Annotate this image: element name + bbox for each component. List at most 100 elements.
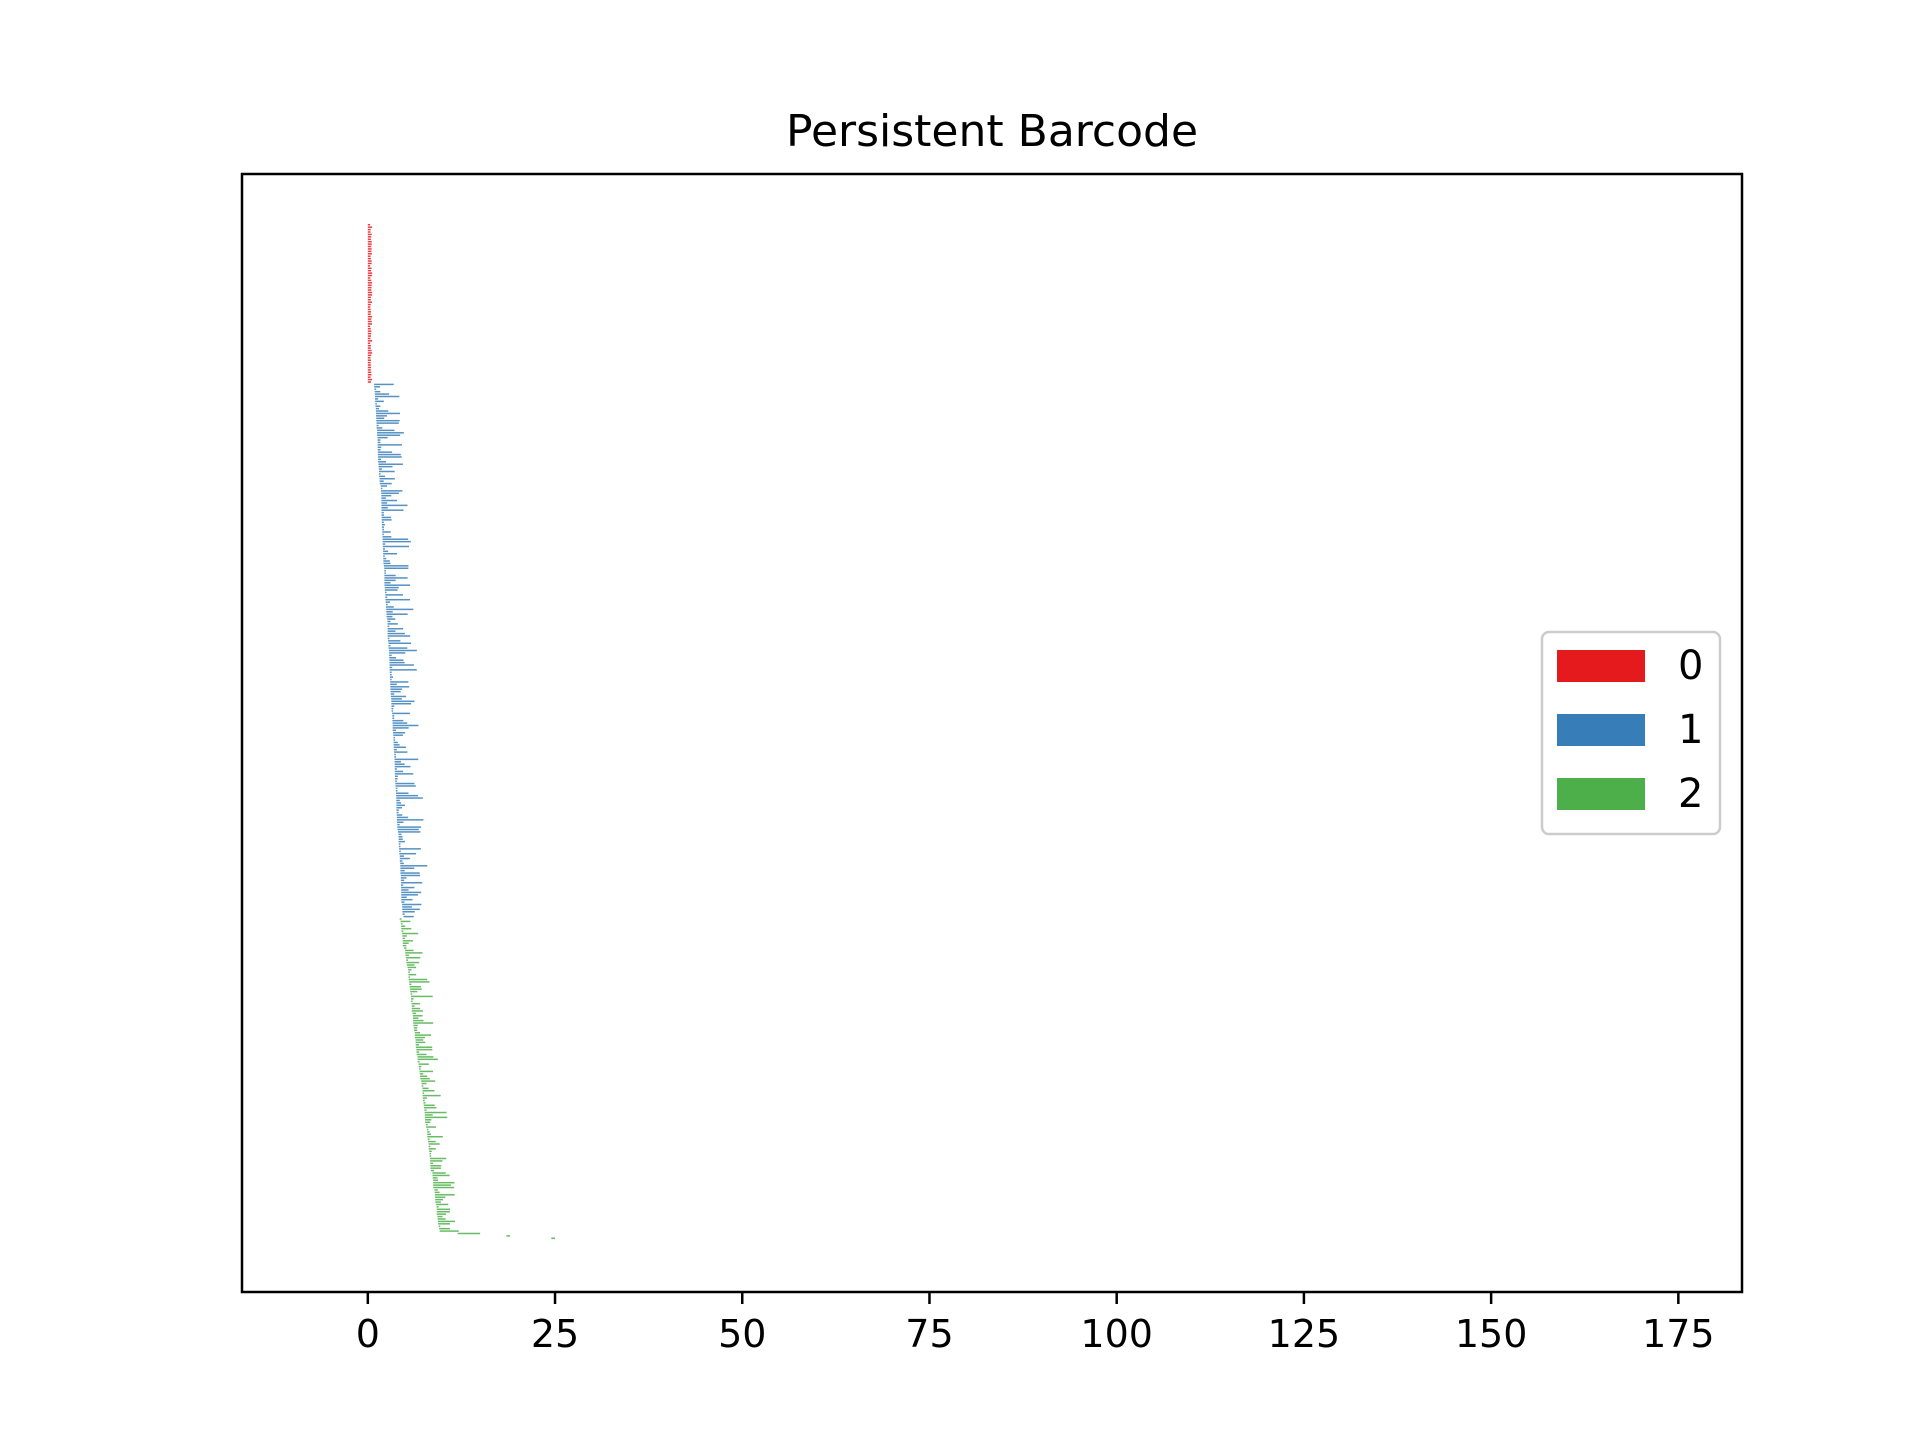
legend-swatch: [1557, 714, 1645, 746]
barcode-bar: [367, 279, 372, 282]
barcode-bar: [367, 274, 372, 277]
barcode-bar: [367, 243, 372, 245]
barcode-bar: [421, 1080, 436, 1082]
barcode-bar: [384, 579, 396, 582]
barcode-bar: [375, 407, 380, 410]
barcode-bar: [378, 456, 402, 458]
barcode-bar: [409, 986, 421, 988]
chart-title: Persistent Barcode: [786, 106, 1198, 157]
barcode-bar: [551, 1237, 556, 1240]
barcode-bar: [428, 1148, 436, 1150]
barcode-bar: [393, 734, 403, 736]
barcode-bar: [393, 736, 396, 739]
barcode-bar: [401, 930, 404, 932]
barcode-bar: [389, 661, 405, 664]
barcode-bar: [383, 550, 389, 553]
barcode-bar: [438, 1223, 450, 1225]
barcode-bar: [457, 1232, 481, 1235]
barcode-bar: [398, 843, 401, 845]
barcode-bar: [367, 267, 372, 270]
barcode-bar: [427, 1133, 432, 1136]
barcode-bar: [367, 306, 371, 308]
barcode-bar: [396, 806, 402, 809]
barcode-bar: [425, 1123, 428, 1126]
barcode-bar: [367, 381, 372, 383]
barcode-bar: [423, 1102, 426, 1104]
barcode-bar: [367, 233, 372, 236]
barcode-bar: [374, 393, 390, 395]
barcode-bar: [417, 1058, 438, 1061]
barcode-bar: [383, 548, 385, 550]
barcode-bar: [391, 700, 415, 703]
barcode-bar: [401, 898, 413, 901]
barcode-bars: [367, 224, 556, 1240]
barcode-bar: [378, 463, 403, 465]
barcode-bar: [388, 647, 408, 649]
barcode-bar: [389, 673, 392, 676]
barcode-bar: [394, 763, 405, 765]
barcode-bar: [385, 596, 388, 599]
barcode-bar: [392, 712, 410, 715]
barcode-bar: [384, 584, 411, 586]
barcode-bar: [422, 1097, 427, 1099]
barcode-bar: [367, 318, 372, 320]
barcode-bar: [386, 611, 393, 613]
barcode-bar: [400, 920, 411, 923]
barcode-bar: [413, 1029, 418, 1032]
barcode-bar: [417, 1060, 420, 1063]
barcode-bar: [436, 1203, 449, 1206]
barcode-bar: [392, 717, 395, 719]
barcode-bar: [395, 785, 416, 787]
barcode-bar: [400, 867, 415, 869]
barcode-bar: [381, 511, 384, 514]
barcode-bar: [391, 702, 412, 705]
barcode-bar: [377, 439, 381, 441]
x-tick-label: 175: [1642, 1312, 1715, 1356]
barcode-bar: [429, 1155, 432, 1157]
barcode-bar: [400, 869, 405, 872]
barcode-bar: [396, 804, 405, 807]
barcode-bar: [367, 371, 372, 374]
barcode-bar: [367, 238, 371, 241]
barcode-bar: [394, 761, 401, 763]
barcode-bar: [382, 545, 409, 548]
barcode-bar: [433, 1186, 455, 1189]
barcode-bar: [420, 1077, 430, 1080]
barcode-bar: [437, 1220, 455, 1223]
barcode-bar: [381, 509, 404, 511]
barcode-bar: [421, 1085, 424, 1087]
barcode-bar: [367, 342, 371, 345]
barcode-bar: [420, 1075, 428, 1077]
barcode-bar: [405, 952, 423, 954]
barcode-bar: [413, 1019, 424, 1022]
barcode-bar: [367, 344, 371, 347]
barcode-bar: [393, 741, 398, 744]
barcode-bar: [385, 591, 387, 594]
barcode-bar: [395, 782, 415, 785]
barcode-bar: [400, 874, 421, 877]
barcode-bar: [435, 1196, 446, 1198]
barcode-bar: [397, 823, 400, 826]
barcode-bar: [386, 613, 408, 615]
barcode-bar: [367, 354, 372, 357]
barcode-bar: [418, 1063, 429, 1065]
barcode-bar: [376, 424, 379, 427]
barcode-bar: [401, 891, 422, 894]
barcode-bar: [396, 797, 423, 799]
barcode-bar: [382, 536, 392, 538]
barcode-bar: [401, 896, 407, 898]
barcode-bar: [389, 664, 414, 666]
x-tick-label: 50: [718, 1312, 766, 1356]
barcode-bar: [367, 357, 371, 359]
barcode-bar: [399, 855, 404, 857]
barcode-bar: [400, 872, 420, 874]
barcode-bar: [400, 862, 404, 865]
barcode-bar: [375, 412, 400, 415]
barcode-bar: [377, 451, 393, 453]
barcode-bar: [387, 635, 411, 637]
barcode-bar: [389, 671, 392, 674]
barcode-bar: [401, 901, 405, 903]
barcode-bar: [396, 802, 402, 804]
barcode-bar: [415, 1036, 425, 1039]
barcode-bar: [393, 744, 400, 746]
